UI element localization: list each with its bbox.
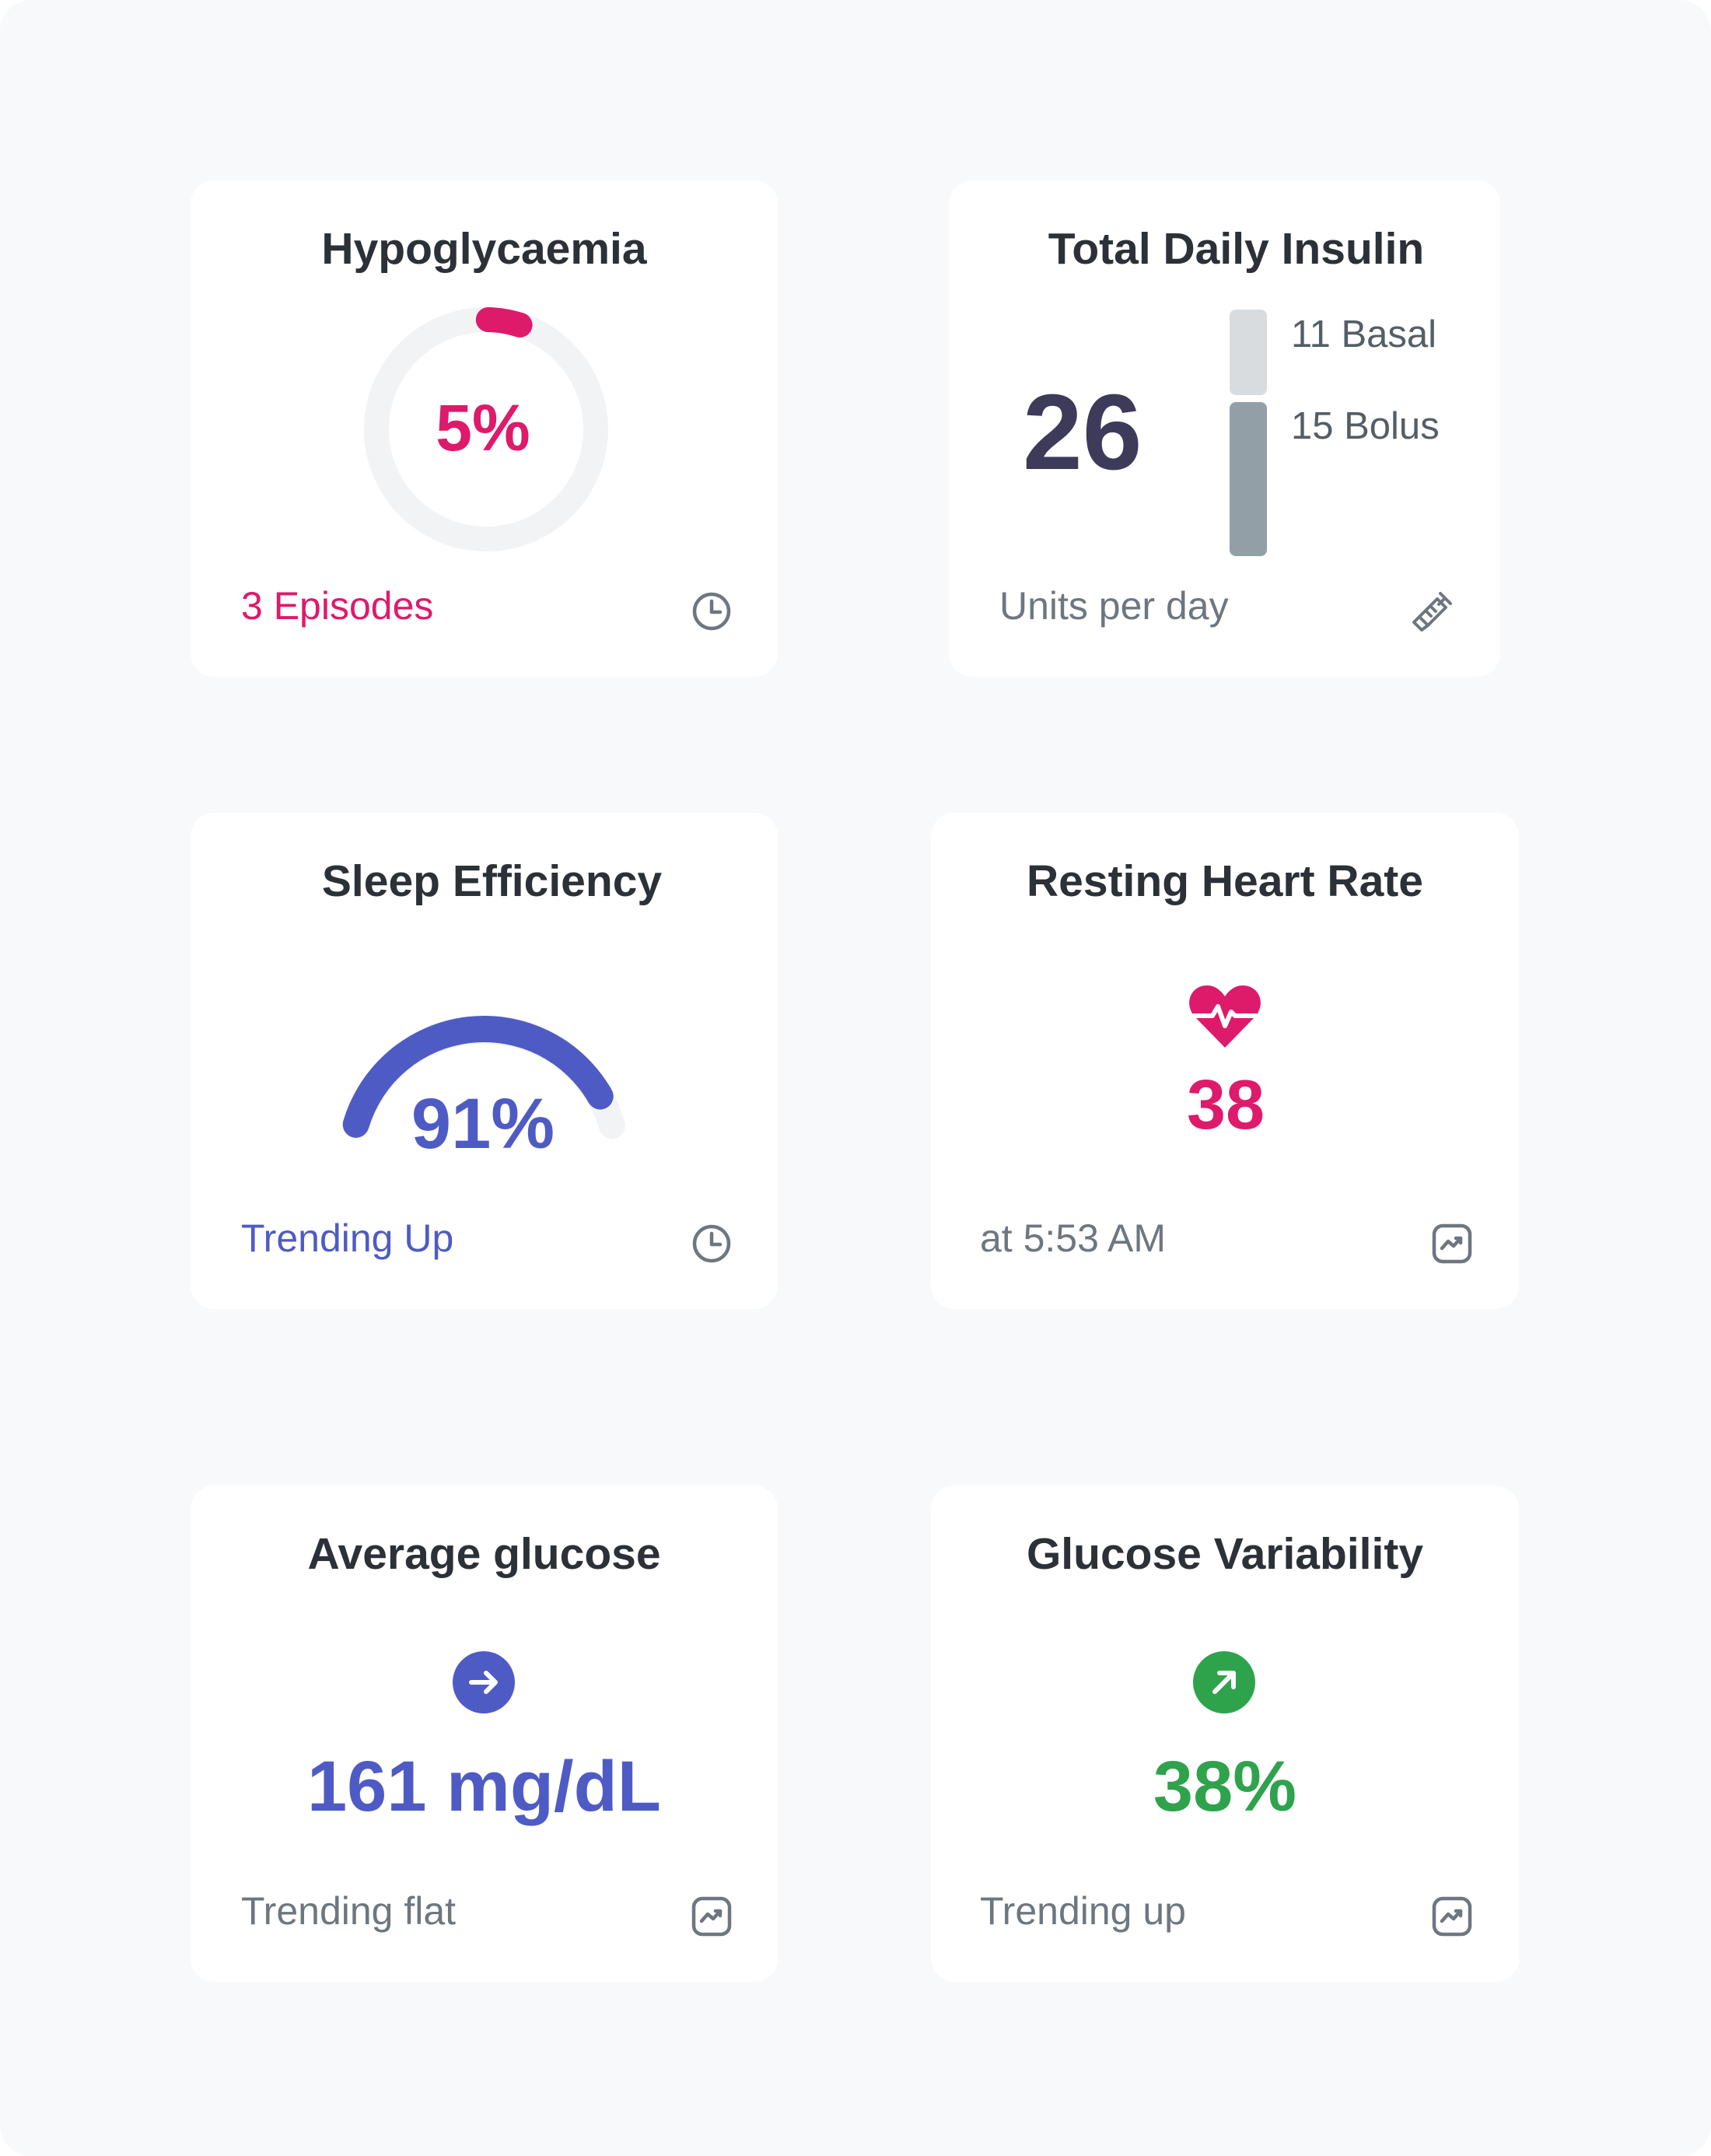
glucose-variability-trend: Trending up <box>980 1889 1186 1933</box>
card-title: Average glucose <box>307 1529 661 1579</box>
average-glucose-card[interactable]: Average glucose 161 mg/dL Trending flat <box>191 1486 778 1982</box>
heart-rate-value: 38 <box>1186 1066 1265 1144</box>
sleep-trend: Trending Up <box>241 1216 454 1260</box>
bolus-bar <box>1230 402 1267 556</box>
clock-icon[interactable] <box>690 1222 733 1265</box>
insulin-unit-label: Units per day <box>999 584 1229 628</box>
ring-progress-arc <box>475 307 533 338</box>
basal-bar <box>1230 310 1267 395</box>
arrow-up-right-icon <box>1193 1651 1255 1713</box>
chart-icon[interactable] <box>1430 1222 1474 1265</box>
insulin-card[interactable]: Total Daily Insulin 26 11 Basal 15 Bolus… <box>949 180 1500 677</box>
card-title: Glucose Variability <box>1026 1529 1424 1579</box>
hypoglycaemia-card[interactable]: Hypoglycaemia 5% 3 Episodes <box>191 180 778 677</box>
heart-rate-card[interactable]: Resting Heart Rate 38 at 5:53 AM <box>931 813 1519 1309</box>
card-title: Total Daily Insulin <box>1048 224 1425 274</box>
average-glucose-trend: Trending flat <box>241 1889 457 1933</box>
sleep-value: 91% <box>411 1084 555 1164</box>
gauge-progress-arc <box>342 1016 614 1138</box>
bolus-label: 15 Bolus <box>1291 405 1440 447</box>
sleep-gauge <box>342 1016 625 1139</box>
card-title: Resting Heart Rate <box>1027 856 1423 906</box>
syringe-icon[interactable] <box>1409 586 1457 635</box>
heart-rate-time: at 5:53 AM <box>980 1216 1167 1260</box>
card-title: Hypoglycaemia <box>321 224 647 274</box>
insulin-total-value: 26 <box>1023 373 1142 492</box>
hypoglycaemia-ring <box>364 307 608 551</box>
card-title: Sleep Efficiency <box>321 856 663 906</box>
heart-pulse-icon <box>1189 985 1261 1048</box>
arrow-right-icon <box>453 1651 515 1713</box>
sleep-card[interactable]: Sleep Efficiency 91% Trending Up <box>191 813 778 1309</box>
chart-icon[interactable] <box>690 1895 733 1938</box>
basal-label: 11 Basal <box>1291 313 1437 355</box>
glucose-variability-value: 38% <box>1153 1747 1297 1826</box>
clock-icon[interactable] <box>690 590 733 633</box>
hypoglycaemia-value: 5% <box>436 391 530 464</box>
glucose-variability-card[interactable]: Glucose Variability 38% Trending up <box>931 1486 1519 1982</box>
episodes-count: 3 Episodes <box>241 584 434 628</box>
average-glucose-value: 161 mg/dL <box>306 1747 661 1826</box>
chart-icon[interactable] <box>1430 1895 1474 1938</box>
